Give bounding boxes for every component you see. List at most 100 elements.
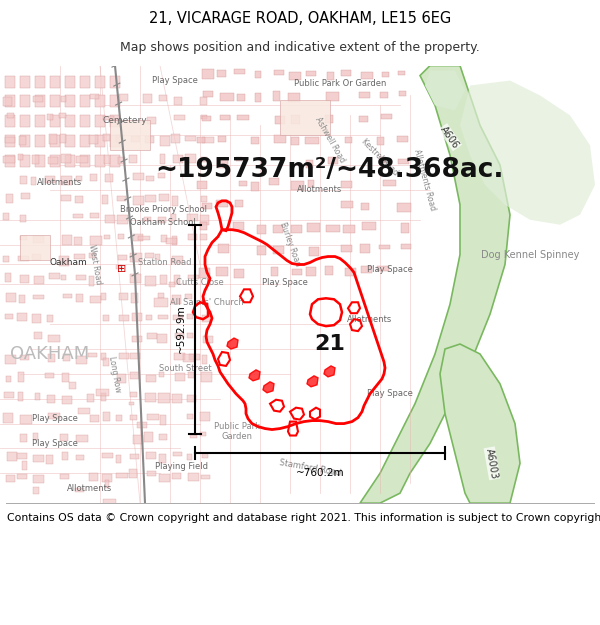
Bar: [174, 275, 180, 284]
Bar: [326, 72, 334, 81]
Bar: [202, 316, 210, 322]
Bar: [307, 222, 320, 232]
Bar: [22, 461, 27, 470]
Bar: [158, 394, 170, 403]
Bar: [61, 196, 71, 201]
Bar: [47, 316, 53, 322]
Text: Play Space: Play Space: [367, 265, 413, 274]
Bar: [379, 244, 390, 249]
Bar: [76, 435, 88, 442]
Bar: [188, 472, 199, 481]
Bar: [73, 214, 83, 218]
Bar: [110, 155, 120, 167]
Bar: [280, 101, 330, 135]
Bar: [274, 135, 286, 143]
Bar: [5, 135, 15, 147]
Text: Play Space: Play Space: [152, 76, 198, 85]
Bar: [187, 314, 193, 319]
Bar: [103, 499, 116, 504]
Bar: [137, 236, 150, 240]
Bar: [45, 176, 55, 184]
Bar: [5, 76, 15, 88]
Bar: [116, 474, 128, 478]
Bar: [74, 254, 85, 259]
Bar: [3, 256, 8, 261]
Bar: [50, 155, 60, 167]
Bar: [95, 116, 105, 128]
Text: Brooke Priory School: Brooke Priory School: [120, 205, 207, 214]
Bar: [17, 474, 28, 479]
Bar: [146, 376, 156, 382]
Bar: [306, 267, 316, 276]
Bar: [269, 178, 278, 185]
Bar: [202, 475, 210, 479]
Bar: [5, 355, 16, 364]
Bar: [187, 214, 198, 221]
Bar: [399, 91, 406, 96]
Bar: [169, 282, 175, 287]
Bar: [105, 174, 113, 182]
Bar: [117, 215, 128, 224]
Bar: [103, 412, 110, 421]
Bar: [5, 272, 11, 282]
Bar: [341, 181, 352, 188]
Bar: [341, 201, 353, 208]
Bar: [33, 475, 44, 483]
Bar: [161, 235, 167, 242]
Bar: [234, 269, 244, 278]
Bar: [129, 154, 137, 163]
Bar: [359, 116, 368, 122]
Bar: [144, 217, 151, 221]
Bar: [377, 266, 389, 271]
Text: Station Road: Station Road: [138, 258, 192, 267]
Text: Play Space: Play Space: [32, 439, 78, 448]
Bar: [255, 94, 262, 102]
Bar: [95, 155, 105, 167]
Polygon shape: [263, 382, 274, 392]
Bar: [187, 396, 196, 402]
Bar: [343, 226, 355, 232]
Bar: [202, 69, 214, 79]
Bar: [199, 268, 210, 278]
Bar: [291, 137, 299, 145]
Bar: [218, 136, 226, 142]
Bar: [341, 70, 351, 76]
Text: Playing Field: Playing Field: [155, 462, 208, 471]
Bar: [291, 225, 302, 233]
Bar: [130, 372, 139, 379]
Bar: [21, 193, 29, 199]
Bar: [33, 455, 44, 462]
Bar: [35, 135, 45, 147]
Bar: [103, 116, 114, 121]
Bar: [35, 116, 45, 128]
Bar: [4, 213, 9, 220]
Text: Oakham School: Oakham School: [130, 218, 196, 227]
Bar: [200, 432, 206, 436]
Text: Allotments: Allotments: [37, 179, 83, 187]
Bar: [80, 96, 90, 108]
Bar: [202, 203, 212, 209]
Bar: [251, 182, 259, 191]
Bar: [379, 158, 386, 163]
Polygon shape: [324, 366, 335, 377]
Bar: [80, 76, 90, 88]
Bar: [95, 135, 105, 147]
Text: A606: A606: [439, 124, 461, 151]
Bar: [119, 316, 128, 321]
Bar: [80, 116, 90, 128]
Polygon shape: [227, 338, 238, 349]
Bar: [147, 414, 158, 420]
Bar: [89, 135, 98, 144]
Bar: [188, 234, 197, 240]
Bar: [60, 134, 66, 142]
Bar: [59, 256, 69, 266]
Bar: [74, 196, 83, 203]
Bar: [216, 267, 228, 276]
Bar: [101, 474, 112, 482]
Bar: [103, 358, 109, 366]
Text: Play Space: Play Space: [32, 414, 78, 423]
Bar: [128, 469, 137, 478]
Bar: [20, 76, 30, 88]
Text: ~195737m²/~48.368ac.: ~195737m²/~48.368ac.: [156, 157, 504, 183]
Bar: [104, 154, 110, 164]
